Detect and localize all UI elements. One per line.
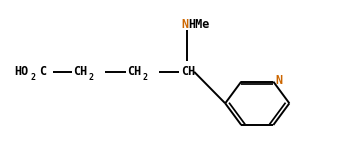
- Text: CH: CH: [181, 65, 196, 78]
- Text: CH: CH: [73, 65, 87, 78]
- Text: N: N: [181, 18, 188, 31]
- Text: C: C: [40, 65, 47, 78]
- Text: 2: 2: [142, 73, 147, 82]
- Text: CH: CH: [127, 65, 142, 78]
- Text: HMe: HMe: [189, 18, 210, 31]
- Text: HO: HO: [14, 65, 28, 78]
- Text: 2: 2: [88, 73, 94, 82]
- Text: 2: 2: [31, 73, 35, 82]
- Text: N: N: [275, 74, 282, 87]
